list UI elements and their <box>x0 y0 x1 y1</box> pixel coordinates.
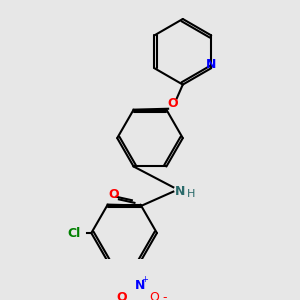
Text: O: O <box>149 291 159 300</box>
Text: O: O <box>116 291 127 300</box>
Text: O: O <box>108 188 119 201</box>
Text: O: O <box>167 97 178 110</box>
Text: H: H <box>186 189 195 199</box>
Text: -: - <box>162 291 167 300</box>
Text: N: N <box>175 185 185 198</box>
Text: N: N <box>135 279 146 292</box>
Text: Cl: Cl <box>68 226 81 239</box>
Text: N: N <box>206 58 216 71</box>
Text: +: + <box>141 275 148 284</box>
